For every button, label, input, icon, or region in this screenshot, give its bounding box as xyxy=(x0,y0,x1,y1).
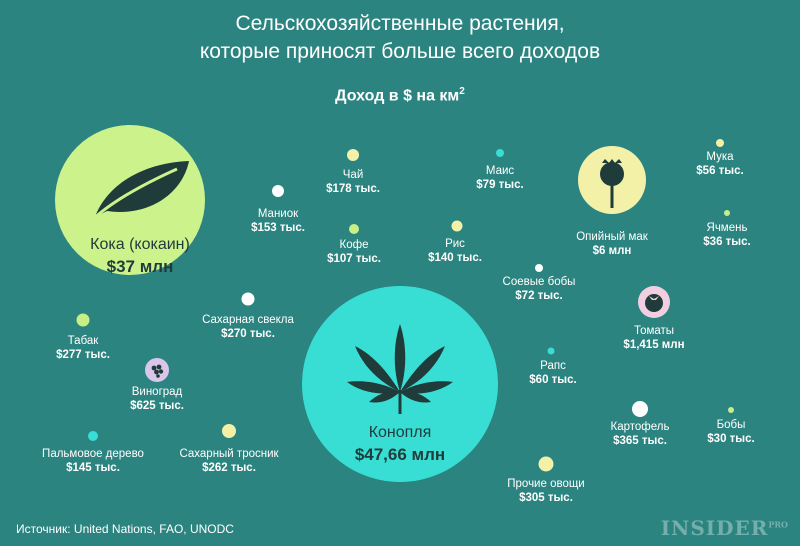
potato-value: $365 тыс. xyxy=(613,435,667,447)
sugarcane-name: Сахарный тросник xyxy=(179,448,279,460)
rapeseed-dot xyxy=(547,347,555,355)
tobacco-label: Табак $277 тыс. xyxy=(56,334,110,362)
page-subtitle: Доход в $ на км2 xyxy=(0,86,800,105)
opium-value: $6 млн xyxy=(592,245,632,257)
other-veg-value: $305 тыс. xyxy=(519,492,573,504)
sugarcane-dot xyxy=(222,424,236,438)
palm-value: $145 тыс. xyxy=(66,462,120,474)
sugar-beet-name: Сахарная свекла xyxy=(202,314,294,326)
grapes-icon xyxy=(151,364,164,378)
tomato-icon xyxy=(645,294,663,312)
potato-name: Картофель xyxy=(610,421,670,433)
grapes-name: Виноград xyxy=(131,386,183,398)
beans-name: Бобы xyxy=(716,419,746,431)
sugarcane-value: $262 тыс. xyxy=(202,462,256,474)
grapes-value: $625 тыс. xyxy=(130,400,184,412)
opium-label: Опийный мак $6 млн xyxy=(576,230,648,258)
tea-name: Чай xyxy=(342,169,364,181)
beans-dot xyxy=(728,407,734,413)
grapes-label: Виноград $625 тыс. xyxy=(130,385,184,413)
maize-name: Маис xyxy=(485,165,515,177)
beans-label: Бобы $30 тыс. xyxy=(707,418,754,446)
tobacco-value: $277 тыс. xyxy=(56,349,110,361)
maize-value: $79 тыс. xyxy=(476,179,524,191)
cassava-value: $153 тыс. xyxy=(251,222,305,234)
subtitle-superscript: 2 xyxy=(459,86,465,97)
tea-value: $178 тыс. xyxy=(326,183,380,195)
palm-name: Пальмовое дерево xyxy=(42,448,144,460)
coffee-label: Кофе $107 тыс. xyxy=(327,238,381,266)
sugar-beet-label: Сахарная свекла $270 тыс. xyxy=(202,313,294,341)
palm-dot xyxy=(88,431,98,441)
flour-dot xyxy=(716,139,724,147)
soy-dot xyxy=(535,264,543,272)
cannabis-name: Конопля xyxy=(368,424,432,441)
page-title: Сельскохозяйственные растения, которые п… xyxy=(0,10,800,66)
cannabis-value: $47,66 млн xyxy=(354,445,446,464)
brand-sup: PRO xyxy=(768,519,788,530)
cassava-name: Маниок xyxy=(257,208,299,220)
barley-dot xyxy=(724,210,730,216)
palm-label: Пальмовое дерево $145 тыс. xyxy=(42,447,144,475)
cassava-label: Маниок $153 тыс. xyxy=(251,207,305,235)
tomato-name: Томаты xyxy=(633,325,675,337)
rice-name: Рис xyxy=(445,238,465,250)
barley-name: Ячмень xyxy=(706,222,748,234)
rice-label: Рис $140 тыс. xyxy=(428,237,482,265)
title-line-1: Сельскохозяйственные растения, xyxy=(235,12,565,35)
cannabis-label: Конопля $47,66 млн xyxy=(355,422,445,466)
sugar-beet-value: $270 тыс. xyxy=(221,328,275,340)
poppy-icon xyxy=(600,159,624,208)
sugarcane-label: Сахарный тросник $262 тыс. xyxy=(179,447,278,475)
title-line-2: которые приносят больше всего доходов xyxy=(199,40,601,63)
maize-label: Маис $79 тыс. xyxy=(476,164,523,192)
brand-name: INSIDER xyxy=(660,516,769,540)
soy-name: Соевые бобы xyxy=(502,276,576,288)
subtitle-text: Доход в $ на км xyxy=(335,87,460,105)
barley-value: $36 тыс. xyxy=(703,236,751,248)
potato-dot xyxy=(632,401,648,417)
tomato-label: Томаты $1,415 млн xyxy=(623,324,684,352)
barley-label: Ячмень $36 тыс. xyxy=(703,221,750,249)
cannabis-leaf-icon xyxy=(347,324,453,414)
rapeseed-name: Рапс xyxy=(540,360,566,372)
tobacco-dot xyxy=(76,313,90,327)
beans-value: $30 тыс. xyxy=(707,433,755,445)
tobacco-name: Табак xyxy=(67,335,99,347)
maize-dot xyxy=(496,149,504,157)
other-veg-dot xyxy=(538,456,554,472)
cassava-dot xyxy=(272,185,284,197)
soy-value: $72 тыс. xyxy=(515,290,563,302)
leaf-icon xyxy=(87,161,189,225)
other-veg-label: Прочие овощи $305 тыс. xyxy=(507,477,584,505)
source-note: Источник: United Nations, FAO, UNODC xyxy=(16,522,234,536)
coffee-dot xyxy=(349,224,359,234)
flour-name: Мука xyxy=(706,151,734,163)
tomato-value: $1,415 млн xyxy=(623,339,685,351)
opium-name: Опийный мак xyxy=(576,231,648,243)
sugar-beet-dot xyxy=(241,292,255,306)
coca-value: $37 млн xyxy=(106,257,174,276)
rapeseed-label: Рапс $60 тыс. xyxy=(529,359,576,387)
potato-label: Картофель $365 тыс. xyxy=(611,420,670,448)
flour-label: Мука $56 тыс. xyxy=(696,150,743,178)
rapeseed-value: $60 тыс. xyxy=(529,374,577,386)
coffee-name: Кофе xyxy=(339,239,369,251)
tea-dot xyxy=(347,149,359,161)
tea-label: Чай $178 тыс. xyxy=(326,168,380,196)
coca-name: Кока (кокаин) xyxy=(90,236,190,253)
flour-value: $56 тыс. xyxy=(696,165,744,177)
other-veg-name: Прочие овощи xyxy=(507,478,585,490)
brand-logo: INSIDERPRO xyxy=(661,516,788,540)
rice-dot xyxy=(451,220,463,232)
soy-label: Соевые бобы $72 тыс. xyxy=(503,275,576,303)
coffee-value: $107 тыс. xyxy=(327,253,381,265)
rice-value: $140 тыс. xyxy=(428,252,482,264)
coca-label: Кока (кокаин) $37 млн xyxy=(90,234,190,278)
